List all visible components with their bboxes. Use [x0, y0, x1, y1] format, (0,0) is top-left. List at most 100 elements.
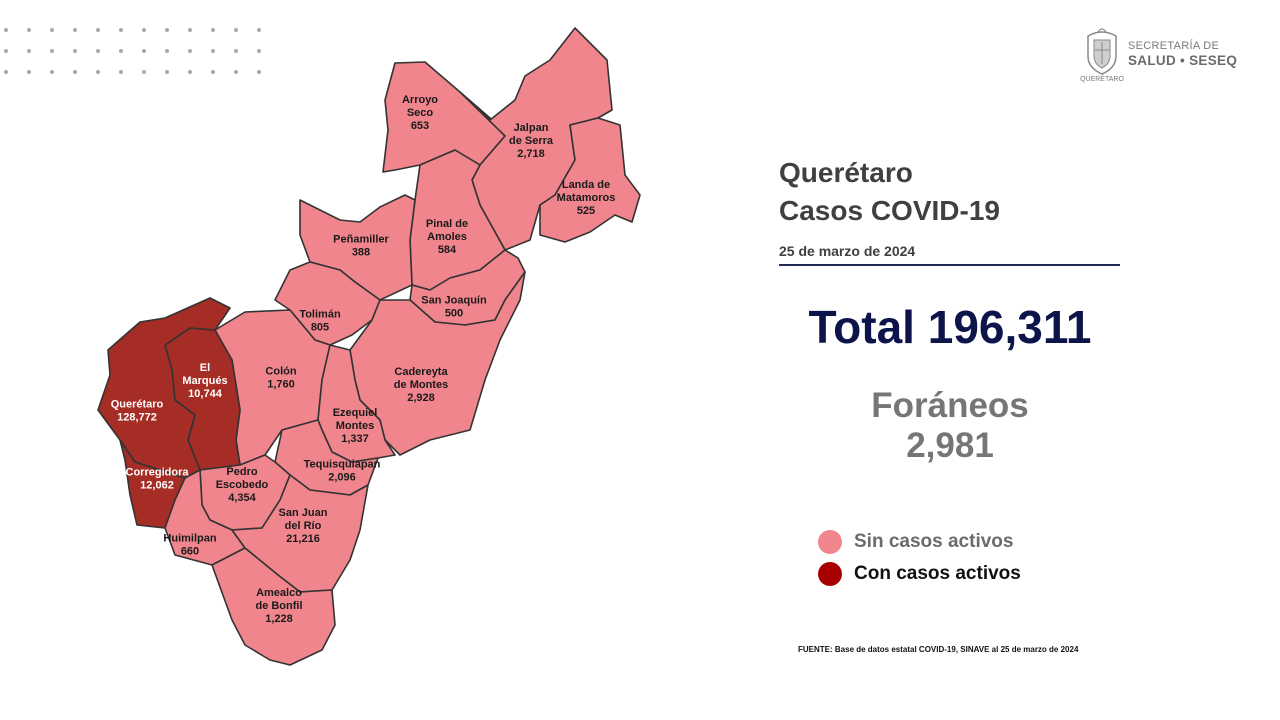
legend-label-inactive: Sin casos activos [854, 531, 1014, 552]
decorative-dot [73, 70, 77, 74]
logo-line-2: SALUD • SESEQ [1128, 53, 1238, 68]
municipality-name-san-juan-del-rio: del Río [285, 520, 322, 532]
municipality-cases-colon: 1,760 [267, 379, 295, 391]
decorative-dot [27, 70, 31, 74]
foraneos-label: Foráneos [871, 386, 1029, 425]
legend-label-active: Con casos activos [854, 563, 1021, 584]
decorative-dot [50, 70, 54, 74]
decorative-dot [4, 49, 8, 53]
decorative-dot [188, 70, 192, 74]
legend-item-inactive: Sin casos activos [818, 529, 1013, 555]
page-title: Querétaro Casos COVID-19 [779, 154, 1000, 230]
decorative-dot [73, 28, 77, 32]
municipality-cases-penamiller: 388 [352, 247, 370, 259]
municipality-name-penamiller: Peñamiller [333, 234, 389, 246]
municipality-cases-corregidora: 12,062 [140, 480, 174, 492]
municipality-name-el-marques: El [200, 362, 210, 374]
municipality-name-cadereyta: Cadereyta [394, 366, 448, 378]
report-date: 25 de marzo de 2024 [779, 243, 916, 259]
legend-swatch-active [818, 562, 842, 586]
municipality-cases-toliman: 805 [311, 322, 329, 334]
title-divider [779, 264, 1120, 266]
seseq-logo: SECRETARÍA DE SALUD • SESEQ QUERÉTARO [1080, 26, 1255, 88]
decorative-dot [234, 28, 238, 32]
decorative-dot [188, 49, 192, 53]
municipality-name-colon: Colón [265, 366, 296, 378]
decorative-dot [257, 28, 261, 32]
legend-item-active: Con casos activos [818, 561, 1021, 587]
decorative-dot [234, 49, 238, 53]
foraneos-block: Foráneos 2,981 [800, 386, 1100, 466]
municipality-name-queretaro: Querétaro [111, 399, 164, 411]
municipality-name-ezequiel-montes: Ezequiel [333, 407, 378, 419]
decorative-dot [165, 70, 169, 74]
municipality-name-corregidora: Corregidora [126, 467, 190, 479]
municipality-name-arroyo-seco: Seco [407, 107, 434, 119]
municipality-cases-huimilpan: 660 [181, 546, 199, 558]
municipality-amealco [211, 547, 336, 666]
decorative-dot [188, 28, 192, 32]
municipality-cases-tequisquiapan: 2,096 [328, 472, 356, 484]
decorative-dot [142, 70, 146, 74]
municipality-name-arroyo-seco: Arroyo [402, 94, 438, 106]
municipality-landa [539, 117, 641, 243]
municipality-cases-amealco: 1,228 [265, 613, 293, 625]
logo-line-3: QUERÉTARO [1080, 76, 1124, 83]
municipality-cases-landa: 525 [577, 205, 595, 217]
coat-of-arms-icon [1087, 28, 1117, 75]
decorative-dot [96, 70, 100, 74]
municipality-name-pinal: Amoles [427, 231, 467, 243]
municipality-name-huimilpan: Huimilpan [163, 533, 216, 545]
municipality-name-pedro-escobedo: Escobedo [216, 479, 269, 491]
total-cases: Total 196,311 [808, 301, 1092, 353]
decorative-dot [50, 28, 54, 32]
source-note: FUENTE: Base de datos estatal COVID-19, … [798, 645, 1079, 654]
title-line-2: Casos COVID-19 [779, 195, 1000, 226]
decorative-dot [96, 28, 100, 32]
municipality-cases-san-juan-del-rio: 21,216 [286, 533, 320, 545]
municipality-name-amealco: de Bonfil [255, 600, 302, 612]
decorative-dot [211, 28, 215, 32]
municipality-name-jalpan: de Serra [509, 135, 554, 147]
municipality-cases-san-joaquin: 500 [445, 308, 463, 320]
decorative-dot [27, 28, 31, 32]
decorative-dot [142, 49, 146, 53]
title-line-1: Querétaro [779, 157, 913, 188]
municipality-name-ezequiel-montes: Montes [336, 420, 375, 432]
legend-swatch-inactive [818, 530, 842, 554]
municipality-name-tequisquiapan: Tequisquiapan [304, 459, 381, 471]
municipality-huimilpan [164, 469, 246, 566]
decorative-dot [119, 49, 123, 53]
decorative-dot [50, 49, 54, 53]
municipality-name-amealco: Amealco [256, 587, 302, 599]
decorative-dot [211, 49, 215, 53]
municipality-name-san-juan-del-rio: San Juan [279, 507, 328, 519]
municipality-name-pinal: Pinal de [426, 218, 468, 230]
decorative-dot [165, 49, 169, 53]
municipality-cases-pedro-escobedo: 4,354 [228, 492, 256, 504]
decorative-dot [211, 70, 215, 74]
decorative-dot [119, 70, 123, 74]
municipality-name-pedro-escobedo: Pedro [226, 466, 257, 478]
municipality-name-jalpan: Jalpan [514, 122, 549, 134]
decorative-dot [257, 49, 261, 53]
logo-line-1: SECRETARÍA DE [1128, 40, 1220, 52]
decorative-dot [165, 28, 169, 32]
municipality-name-landa: Matamoros [557, 192, 616, 204]
decorative-dot [257, 70, 261, 74]
municipality-name-landa: Landa de [562, 179, 610, 191]
municipality-cases-cadereyta: 2,928 [407, 392, 435, 404]
municipality-name-toliman: Tolimán [299, 309, 341, 321]
decorative-dot [119, 28, 123, 32]
municipality-name-san-joaquin: San Joaquín [421, 295, 487, 307]
municipality-name-cadereyta: de Montes [394, 379, 448, 391]
decorative-dot [234, 70, 238, 74]
municipality-cases-pinal: 584 [438, 244, 457, 256]
municipality-toliman [274, 261, 381, 346]
decorative-dot [142, 28, 146, 32]
municipality-name-el-marques: Marqués [182, 375, 227, 387]
municipality-cases-jalpan: 2,718 [517, 148, 545, 160]
decorative-dot [27, 49, 31, 53]
municipality-cases-arroyo-seco: 653 [411, 120, 429, 132]
